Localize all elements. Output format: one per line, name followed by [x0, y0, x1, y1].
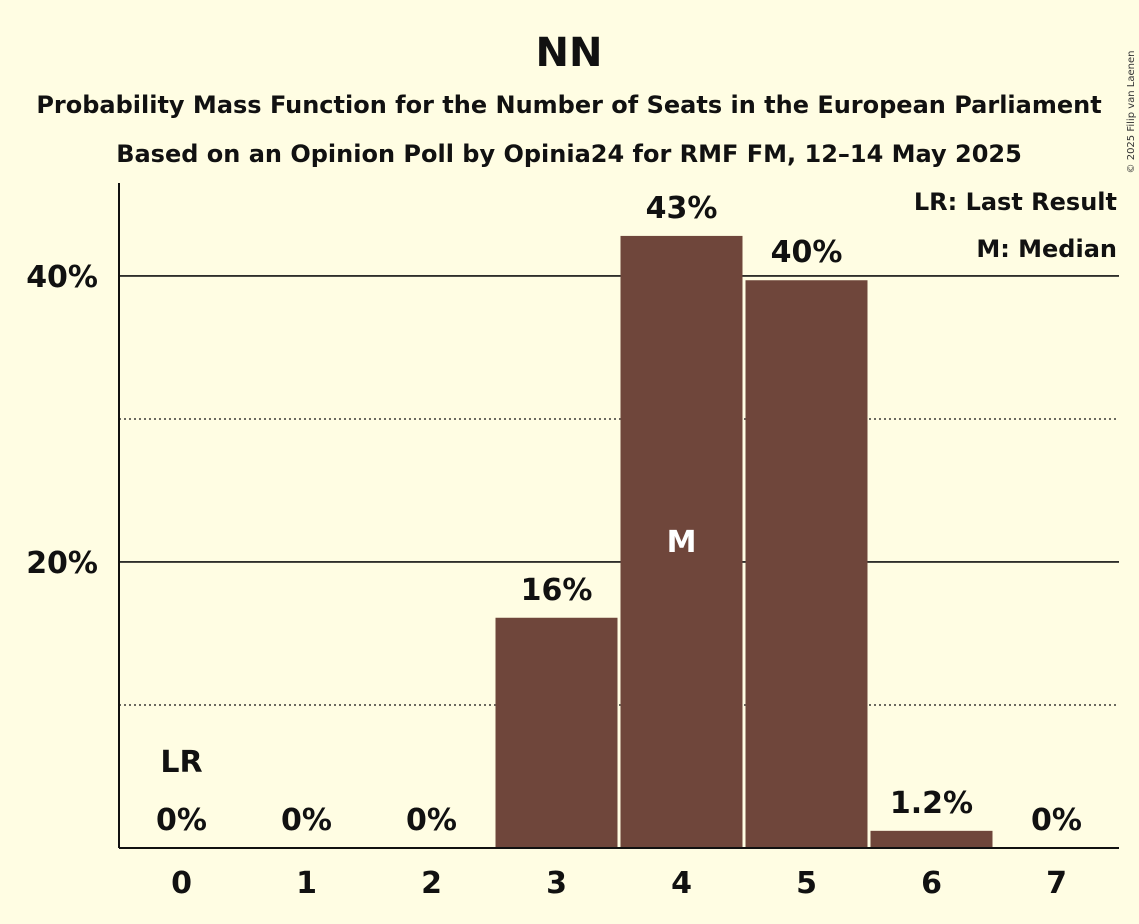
x-tick-label-5: 5	[796, 866, 817, 901]
bars	[495, 235, 993, 849]
value-label-7: 0%	[1031, 803, 1082, 838]
bar-4	[620, 235, 743, 849]
copyright-text: © 2025 Filip van Laenen	[1126, 51, 1137, 174]
last-result-marker: LR	[160, 745, 202, 780]
value-label-4: 43%	[646, 191, 718, 226]
value-label-0: 0%	[156, 803, 207, 838]
x-tick-label-7: 7	[1046, 866, 1067, 901]
median-marker: M	[667, 525, 697, 560]
axes: 20% 40% 0 1 2 3 4 5 6 7	[26, 183, 1119, 901]
value-label-3: 16%	[521, 573, 593, 608]
y-tick-label: 40%	[26, 260, 98, 295]
value-label-5: 40%	[771, 235, 843, 270]
gridlines	[119, 275, 1119, 706]
chart-subtitle-2: Based on an Opinion Poll by Opinia24 for…	[116, 140, 1022, 168]
bar-5	[745, 280, 868, 848]
x-tick-label-1: 1	[296, 866, 317, 901]
data-labels: 0% 0% 0% 16% 43% 40% 1.2% 0% LR M	[156, 191, 1082, 838]
x-tick-label-3: 3	[546, 866, 567, 901]
chart-subtitle-1: Probability Mass Function for the Number…	[36, 91, 1101, 119]
x-tick-label-0: 0	[171, 866, 192, 901]
chart-title: NN	[536, 30, 603, 76]
x-tick-label-4: 4	[671, 866, 692, 901]
x-tick-label-6: 6	[921, 866, 942, 901]
bar-6	[870, 830, 993, 848]
value-label-2: 0%	[406, 803, 457, 838]
legend-median: M: Median	[976, 235, 1117, 263]
y-tick-label: 20%	[26, 546, 98, 581]
value-label-1: 0%	[281, 803, 332, 838]
value-label-6: 1.2%	[890, 786, 973, 821]
x-tick-label-2: 2	[421, 866, 442, 901]
legend-last-result: LR: Last Result	[914, 188, 1117, 216]
bar-3	[495, 617, 618, 848]
